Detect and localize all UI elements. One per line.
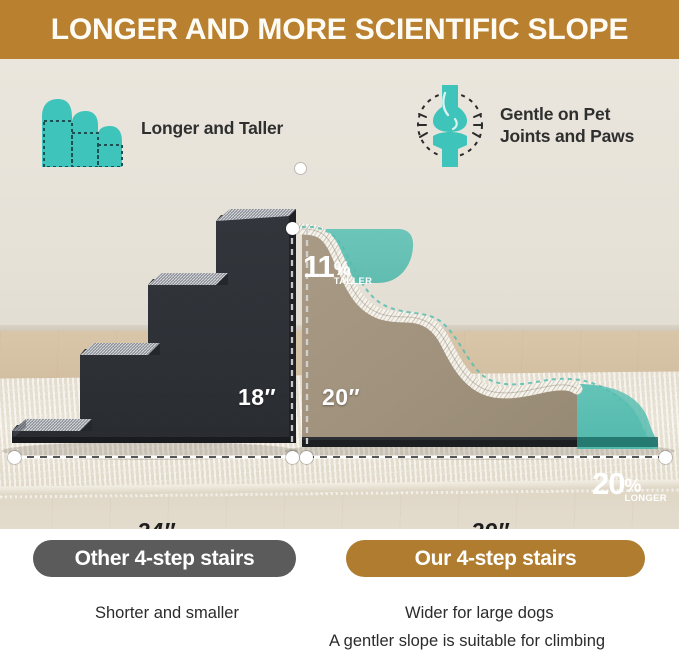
caption-ours-1: Wider for large dogs bbox=[405, 604, 554, 622]
pill-other-stairs[interactable]: Other 4-step stairs bbox=[33, 540, 296, 577]
ramp-outline-dashed bbox=[301, 225, 653, 446]
stairs-tread-2 bbox=[80, 343, 160, 355]
teal-stairs-icon bbox=[42, 99, 123, 167]
pill-our-stairs[interactable]: Our 4-step stairs bbox=[346, 540, 645, 577]
caption-ours-2: A gentler slope is suitable for climbing bbox=[329, 632, 606, 650]
ramp-rope-trim bbox=[296, 223, 583, 399]
pet-joint-bone-icon bbox=[417, 85, 483, 167]
stairs-tread-4 bbox=[216, 209, 296, 221]
product-comparison-scene: Longer and Taller G bbox=[0, 59, 679, 529]
feature-gentle-joints: Gentle on Pet Joints and Paws bbox=[412, 83, 634, 167]
feature-longer-taller-label: Longer and Taller bbox=[141, 117, 283, 139]
measure-dot-other-top bbox=[286, 222, 299, 235]
height-label-ours: 20″ bbox=[322, 384, 361, 410]
caption-other-1: Shorter and smaller bbox=[95, 604, 239, 622]
badge-taller-percent: % bbox=[333, 259, 351, 280]
depth-label-other: 24″ bbox=[137, 518, 175, 529]
measure-dot-ours-left bbox=[300, 451, 313, 464]
badge-taller-sub: TALLER bbox=[333, 276, 373, 287]
feature-joints-line-2: Joints and Paws bbox=[500, 126, 635, 146]
badge-longer: 20 % LONGER bbox=[592, 468, 667, 504]
other-stairs-illustration bbox=[2, 209, 298, 460]
badge-longer-sub: LONGER bbox=[624, 493, 667, 504]
header-banner: LONGER AND MORE SCIENTIFIC SLOPE bbox=[0, 0, 679, 59]
badge-longer-number: 20 bbox=[592, 466, 625, 501]
feature-text-line-1: Longer and Taller bbox=[141, 117, 284, 138]
stairs-tread-1 bbox=[12, 419, 92, 431]
comparison-pills: Other 4-step stairs Our 4-step stairs bbox=[0, 540, 679, 580]
measure-dot-ours-right bbox=[659, 451, 672, 464]
feature-gentle-joints-label: Gentle on Pet Joints and Paws bbox=[500, 103, 634, 148]
baseline-measurements bbox=[14, 455, 665, 459]
feature-longer-taller: Longer and Taller bbox=[24, 89, 283, 167]
page-title: LONGER AND MORE SCIENTIFIC SLOPE bbox=[50, 12, 629, 46]
badge-longer-percent: % bbox=[624, 476, 642, 497]
measure-dot-other-left bbox=[8, 451, 21, 464]
depth-label-ours: 29″ bbox=[471, 518, 509, 529]
badge-taller-number: 11 bbox=[303, 249, 335, 284]
feature-joints-line-1: Gentle on Pet bbox=[500, 103, 611, 124]
height-label-other: 18″ bbox=[238, 384, 277, 410]
ramp-edge-line bbox=[301, 228, 578, 394]
badge-taller: 11 % TALLER bbox=[303, 251, 372, 287]
stairs-tread-3 bbox=[148, 273, 228, 285]
measure-dot-ours-top bbox=[295, 163, 306, 174]
measure-dot-other-right bbox=[286, 451, 299, 464]
